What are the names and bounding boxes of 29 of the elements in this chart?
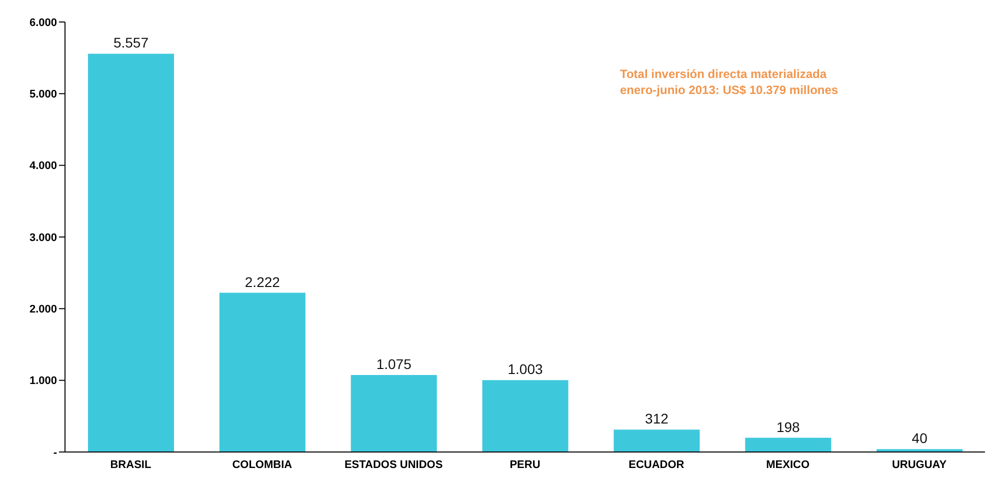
bar — [88, 54, 174, 452]
y-tick-label: 6.000 — [29, 16, 57, 29]
y-tick-label: - — [53, 446, 58, 459]
x-tick-label: ESTADOS UNIDOS — [344, 458, 443, 471]
annotation: enero-junio 2013: US$ 10.379 millones — [620, 82, 838, 98]
x-tick-label: URUGUAY — [892, 458, 948, 471]
data-label: 40 — [912, 430, 928, 446]
x-tick-label: COLOMBIA — [232, 458, 292, 471]
x-tick-label: MEXICO — [766, 458, 810, 471]
data-label: 1.003 — [508, 361, 544, 378]
x-tick-label: ECUADOR — [628, 458, 684, 471]
bar — [482, 380, 568, 452]
bar — [745, 438, 832, 452]
x-tick-label: BRASIL — [110, 458, 152, 471]
data-label: 312 — [645, 410, 669, 427]
data-label: 2.222 — [244, 274, 280, 290]
bar — [219, 292, 306, 452]
y-tick-label: 2.000 — [29, 304, 57, 316]
data-label: 1.075 — [376, 356, 412, 372]
x-tick-label: PERU — [510, 458, 540, 471]
data-label: 5.557 — [113, 34, 149, 51]
bar — [350, 374, 437, 452]
annotation: Total inversión directa materializada — [620, 66, 828, 82]
y-tick-label: 1.000 — [29, 375, 57, 388]
y-tick-label: 5.000 — [29, 88, 57, 101]
bar — [614, 430, 700, 452]
y-tick-label: 3.000 — [29, 232, 57, 244]
data-label: 198 — [776, 418, 800, 435]
y-tick-label: 4.000 — [29, 160, 57, 172]
